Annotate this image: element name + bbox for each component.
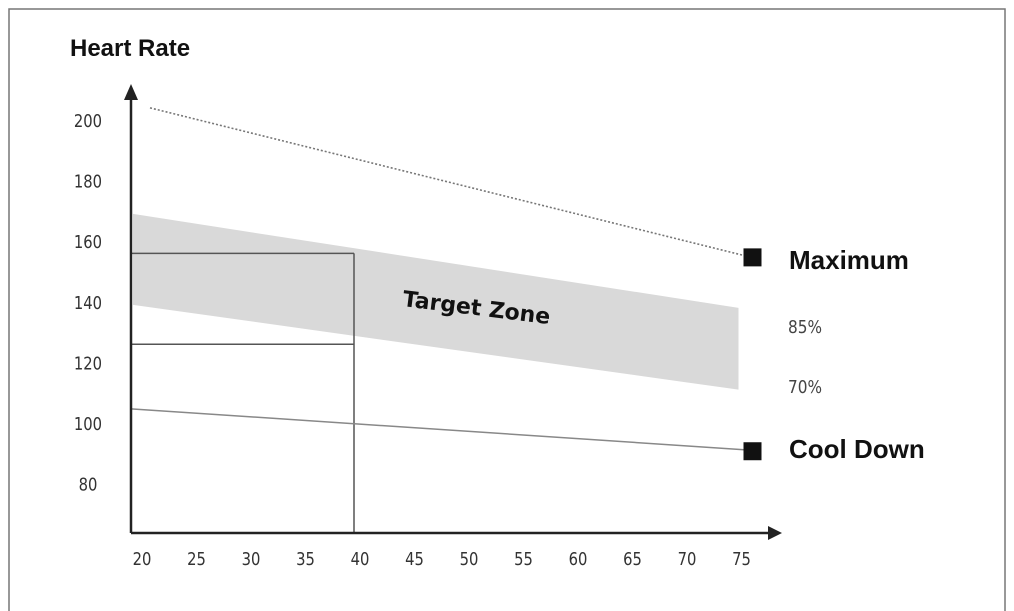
y-tick-label: 120 xyxy=(74,353,102,374)
x-tick-label: 25 xyxy=(187,549,206,570)
x-axis-arrowhead xyxy=(768,526,782,540)
series-line-maximum xyxy=(149,107,752,259)
series-label-cool-down: Cool Down xyxy=(789,434,925,464)
y-tick-label: 180 xyxy=(74,171,102,192)
outer-border xyxy=(8,8,1006,611)
chart-title: Heart Rate xyxy=(70,35,190,62)
zone-lower-label: 70% xyxy=(788,376,822,398)
x-tick-label: 20 xyxy=(133,549,152,570)
series-label-maximum: Maximum xyxy=(789,245,909,275)
y-tick-label: 160 xyxy=(74,232,102,253)
x-tick-label: 60 xyxy=(569,549,588,570)
x-tick-label: 35 xyxy=(296,549,315,570)
y-tick-label: 200 xyxy=(74,111,102,132)
y-tick-label: 100 xyxy=(74,414,102,435)
x-tick-label: 65 xyxy=(623,549,642,570)
series-line-cool-down xyxy=(130,408,752,451)
zone-upper-label: 85% xyxy=(788,316,822,338)
y-tick-label: 80 xyxy=(79,474,98,495)
x-tick-label: 50 xyxy=(460,549,479,570)
y-tick-label: 140 xyxy=(74,292,102,313)
x-tick-label: 45 xyxy=(405,549,424,570)
x-tick-label: 30 xyxy=(242,549,261,570)
marker-maximum xyxy=(743,248,762,267)
y-axis-arrowhead xyxy=(124,84,138,100)
x-tick-label: 75 xyxy=(732,549,751,570)
target-zone-band xyxy=(133,213,739,390)
x-tick-label: 40 xyxy=(351,549,370,570)
x-tick-label: 70 xyxy=(678,549,697,570)
marker-cool-down xyxy=(743,442,762,461)
x-tick-label: 55 xyxy=(514,549,533,570)
